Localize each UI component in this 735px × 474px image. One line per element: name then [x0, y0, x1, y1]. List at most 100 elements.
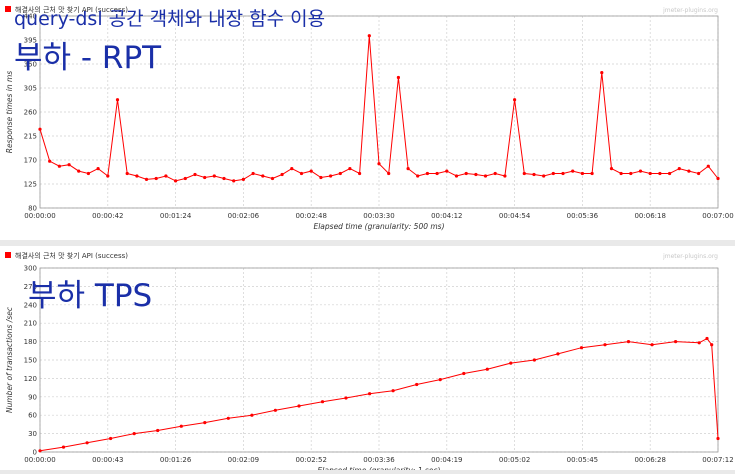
- data-point: [716, 436, 720, 441]
- data-point: [483, 174, 488, 178]
- data-point: [600, 71, 604, 75]
- y-tick-label: 350: [24, 61, 37, 69]
- x-tick-label: 00:05:02: [499, 456, 530, 464]
- data-point: [603, 343, 607, 347]
- legend-label: 해결사의 근처 맛 찾기 API (success): [15, 251, 128, 260]
- data-point: [96, 167, 100, 171]
- data-point: [509, 361, 513, 365]
- data-point: [629, 171, 633, 176]
- data-point: [156, 428, 160, 433]
- data-point: [687, 169, 691, 173]
- data-point: [445, 169, 449, 173]
- data-point: [532, 358, 537, 362]
- data-point: [503, 174, 507, 178]
- data-point: [338, 171, 342, 176]
- data-point: [77, 169, 81, 173]
- data-point: [251, 171, 255, 176]
- data-point: [391, 389, 395, 393]
- data-point: [706, 164, 710, 168]
- data-point: [183, 176, 187, 181]
- data-point: [358, 171, 362, 176]
- data-point: [513, 98, 517, 102]
- response-time-chart: 해결사의 근처 맛 찾기 API (success) jmeter-plugins…: [5, 5, 734, 231]
- y-tick-label: 60: [28, 412, 37, 420]
- data-point: [710, 343, 714, 347]
- data-point: [164, 174, 168, 178]
- data-point: [226, 416, 230, 420]
- y-tick-label: 395: [24, 37, 37, 45]
- data-point: [344, 396, 348, 400]
- data-point: [367, 34, 371, 38]
- data-point: [571, 169, 575, 173]
- data-point: [261, 174, 265, 178]
- data-point: [368, 392, 372, 396]
- data-point: [705, 336, 709, 341]
- data-point: [144, 177, 149, 181]
- x-tick-label: 00:02:48: [295, 212, 326, 220]
- data-point: [115, 98, 120, 102]
- data-point: [132, 432, 136, 436]
- data-point: [396, 75, 400, 80]
- data-point: [406, 167, 410, 171]
- x-tick-label: 00:04:12: [431, 212, 462, 220]
- y-tick-label: 440: [24, 13, 37, 21]
- data-point: [522, 171, 526, 176]
- x-tick-label: 00:03:30: [363, 212, 394, 220]
- x-tick-label: 00:00:00: [24, 456, 55, 464]
- data-point: [222, 176, 226, 181]
- y-tick-label: 305: [24, 85, 37, 93]
- x-tick-label: 00:02:52: [295, 456, 326, 464]
- data-point: [57, 164, 62, 168]
- data-point: [658, 171, 662, 176]
- y-tick-label: 215: [24, 133, 37, 141]
- x-tick-label: 00:00:00: [24, 212, 55, 220]
- data-point: [299, 171, 304, 176]
- series-line: [39, 337, 719, 452]
- data-point: [329, 174, 333, 178]
- y-tick-label: 270: [24, 283, 37, 291]
- y-tick-label: 30: [28, 430, 37, 438]
- x-tick-label: 00:05:45: [567, 456, 598, 464]
- data-point: [377, 162, 381, 166]
- y-tick-label: 180: [24, 338, 37, 346]
- data-point: [579, 346, 584, 350]
- plot-area: [39, 267, 719, 453]
- data-point: [38, 449, 42, 453]
- y-tick-label: 125: [24, 181, 37, 189]
- y-tick-label: 300: [24, 265, 37, 273]
- data-point: [106, 174, 110, 178]
- data-point: [179, 424, 183, 428]
- data-point: [438, 378, 442, 382]
- x-tick-label: 00:06:28: [634, 456, 665, 464]
- legend-swatch: [5, 6, 11, 12]
- tps-caption: 부하 TPS: [28, 278, 153, 314]
- data-point: [674, 340, 678, 344]
- data-point: [193, 172, 197, 177]
- data-point: [638, 169, 643, 173]
- x-axis-label: Elapsed time (granularity: 1 sec): [318, 466, 441, 470]
- data-point: [590, 171, 594, 176]
- response-time-panel: 해결사의 근처 맛 찾기 API (success) jmeter-plugins…: [0, 0, 735, 240]
- data-point: [232, 179, 236, 183]
- data-point: [86, 171, 90, 176]
- data-point: [67, 163, 71, 167]
- y-axis-label: Number of transactions /sec: [5, 306, 14, 413]
- data-point: [203, 421, 207, 425]
- watermark: jmeter-plugins.org: [662, 253, 718, 260]
- x-tick-label: 00:03:36: [363, 456, 395, 464]
- data-point: [250, 413, 254, 417]
- data-point: [677, 167, 681, 171]
- data-point: [415, 382, 419, 387]
- y-axis-label: Response times in ms: [5, 71, 14, 154]
- data-point: [435, 171, 439, 176]
- x-tick-label: 00:00:43: [92, 456, 123, 464]
- x-tick-label: 00:04:54: [499, 212, 531, 220]
- data-point: [556, 352, 560, 356]
- x-tick-label: 00:01:24: [160, 212, 192, 220]
- data-point: [125, 171, 129, 176]
- data-point: [212, 174, 216, 178]
- data-point: [319, 175, 323, 180]
- data-point: [348, 167, 352, 171]
- legend-label: 해결사의 근처 맛 찾기 API (success): [15, 5, 128, 14]
- data-point: [109, 436, 113, 441]
